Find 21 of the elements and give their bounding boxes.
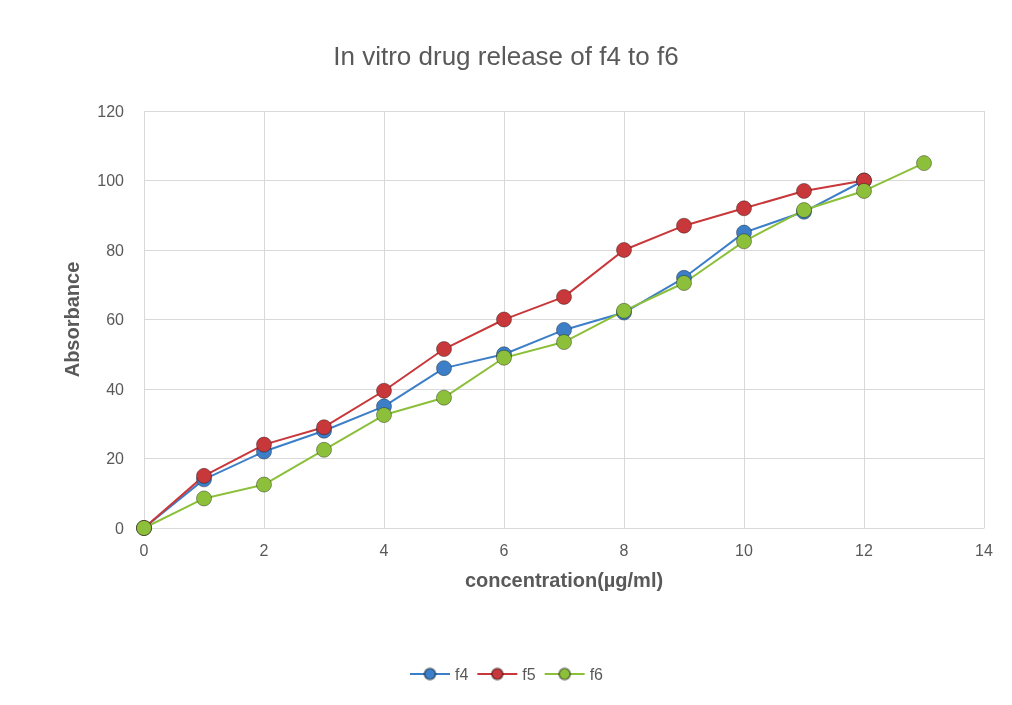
y-axis-title: Absorbance [61, 261, 83, 378]
y-tick-label: 100 [97, 172, 125, 189]
x-tick-label: 12 [855, 541, 873, 559]
legend-label: f6 [589, 665, 604, 683]
y-tick-label: 120 [97, 102, 125, 120]
x-tick-label: 2 [259, 541, 269, 559]
x-tick-label: 14 [975, 541, 993, 559]
x-tick-label: 4 [379, 541, 389, 559]
y-tick-label: 80 [106, 241, 125, 259]
x-tick-label: 8 [619, 541, 629, 559]
y-tick-label: 0 [115, 519, 125, 537]
legend-label: f5 [522, 665, 536, 683]
x-tick-label: 6 [499, 541, 509, 559]
chart-title: In vitro drug release of f4 to f6 [333, 41, 679, 71]
x-axis-title: concentration(µg/ml) [464, 569, 664, 591]
y-tick-label: 60 [106, 311, 125, 328]
y-tick-label: 40 [106, 380, 125, 398]
x-tick-label: 10 [735, 541, 753, 559]
y-tick-label: 20 [106, 450, 125, 467]
legend-label: f4 [454, 665, 469, 683]
x-tick-label: 0 [139, 541, 149, 559]
